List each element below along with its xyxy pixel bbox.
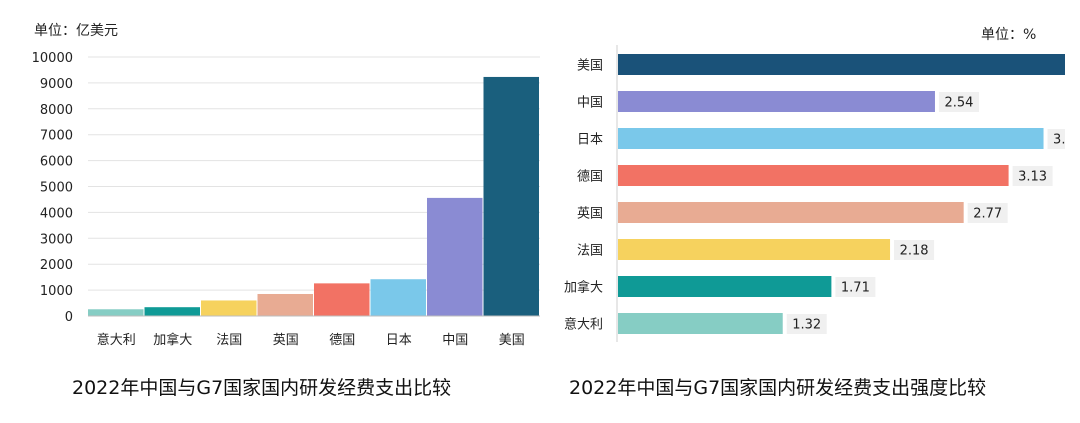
- x-tick-label: 德国: [329, 333, 355, 348]
- value-label: 3.41: [1053, 133, 1065, 148]
- bar: [618, 276, 832, 297]
- value-label-background: [835, 277, 876, 297]
- bar: [314, 283, 370, 316]
- bar: [483, 76, 539, 317]
- x-tick-label: 法国: [216, 333, 242, 348]
- bar: [618, 239, 891, 260]
- value-label-background: [786, 314, 827, 334]
- y-tick-label: 德国: [577, 170, 603, 185]
- y-tick-label: 10000: [32, 51, 73, 66]
- x-tick-label: 加拿大: [153, 332, 192, 348]
- value-label-background: [967, 203, 1008, 223]
- bar: [618, 202, 964, 223]
- y-tick-label: 0: [65, 310, 73, 325]
- y-tick-label: 9000: [40, 77, 73, 92]
- value-label-background: [894, 240, 935, 260]
- value-label: 1.32: [792, 318, 821, 333]
- bar: [618, 128, 1044, 149]
- left-unit-label: 单位：亿美元: [34, 23, 118, 39]
- y-tick-label: 8000: [40, 103, 73, 118]
- left-bar-chart: 0 1000 2000 3000 4000 5000 6000 7000 8000 9000 100…: [32, 51, 540, 348]
- y-tick-label: 4000: [40, 206, 73, 221]
- bar: [201, 300, 257, 316]
- x-tick-label: 美国: [499, 333, 525, 348]
- y-tick-label: 意大利: [564, 317, 603, 333]
- y-tick-label: 2000: [40, 258, 73, 273]
- value-label-background: [1012, 166, 1053, 186]
- y-tick-label: 1000: [40, 284, 73, 299]
- bar: [618, 313, 783, 334]
- y-tick-label: 6000: [40, 155, 73, 170]
- y-tick-label: 5000: [40, 181, 73, 196]
- y-tick-label: 法国: [577, 244, 603, 259]
- bar: [427, 197, 483, 316]
- y-tick-label: 7000: [40, 129, 73, 144]
- x-tick-label: 英国: [273, 333, 299, 348]
- bar: [618, 165, 1009, 186]
- value-label-background: [938, 92, 979, 112]
- value-label-background: [1047, 129, 1065, 149]
- bar: [88, 309, 144, 316]
- y-tick-label: 加拿大: [564, 280, 603, 296]
- bar: [257, 293, 313, 316]
- right-chart-caption: 2022年中国与G7国家国内研发经费支出强度比较: [569, 377, 987, 399]
- value-label: 1.71: [841, 281, 870, 296]
- value-label: 2.77: [973, 207, 1002, 222]
- right-unit-label: 单位：%: [981, 27, 1037, 43]
- y-tick-label: 英国: [577, 207, 603, 222]
- bar: [618, 54, 1065, 75]
- x-tick-label: 日本: [386, 333, 412, 348]
- y-tick-label: 日本: [577, 133, 603, 148]
- bar: [144, 307, 200, 316]
- y-tick-label: 中国: [577, 96, 603, 111]
- left-chart-caption: 2022年中国与G7国家国内研发经费支出比较: [72, 377, 452, 399]
- bar: [618, 91, 935, 112]
- y-tick-label: 美国: [577, 59, 603, 74]
- y-tick-label: 3000: [40, 232, 73, 247]
- bar: [370, 279, 426, 316]
- value-label: 3.13: [1018, 170, 1047, 185]
- right-bar-chart: 美国3.59中国2.54日本3.41德国3.13英国2.77法国2.18加拿大1…: [564, 45, 1065, 342]
- x-tick-label: 中国: [442, 333, 468, 348]
- x-tick-label: 意大利: [97, 332, 136, 348]
- value-label: 2.18: [900, 244, 929, 259]
- value-label: 2.54: [944, 96, 973, 111]
